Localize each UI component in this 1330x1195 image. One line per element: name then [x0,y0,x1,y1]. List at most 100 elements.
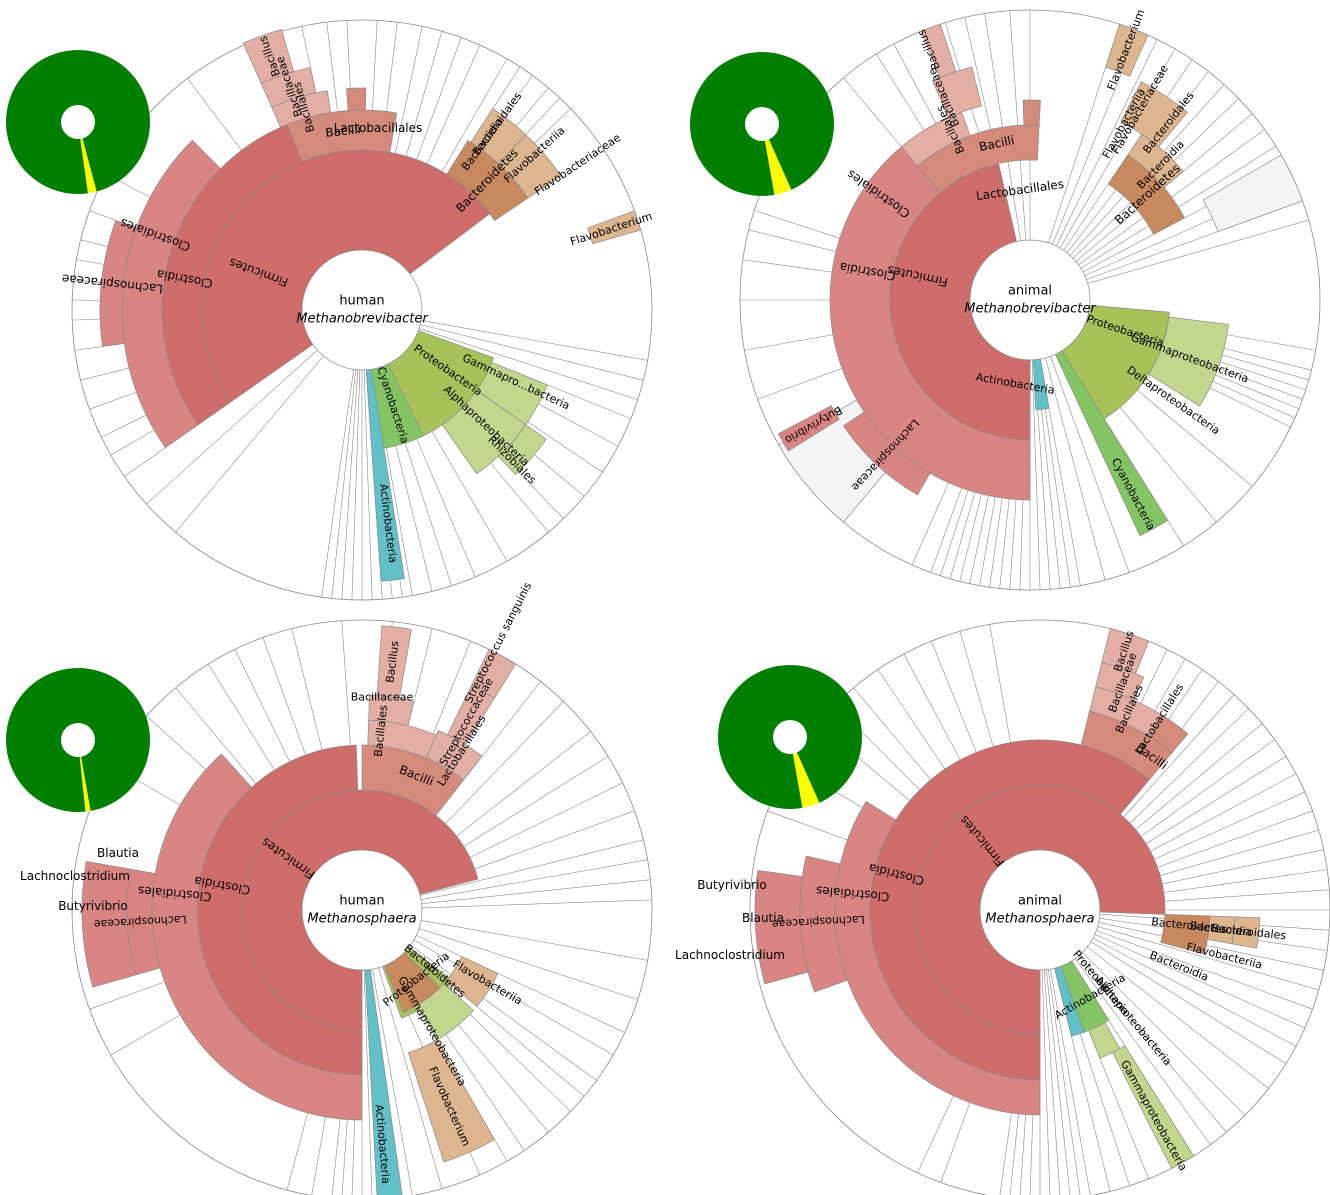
sector-divider [1050,356,1130,573]
sector-divider [1097,926,1319,991]
flavobacterium-ring [407,1039,495,1163]
sector-divider [1048,969,1081,1195]
sector-divider [1050,969,1091,1195]
label-lactobacillales: Lactobacillales [334,121,423,135]
unclassified-wedge-right [1202,154,1303,233]
sector-divider [1094,934,1306,1029]
flavobacteriia-ring [497,133,562,199]
sector-divider [416,935,625,1033]
clostridiales-ring [151,753,363,1121]
flavobacteriia-ring [445,956,499,1007]
sector-divider [1087,946,1269,1089]
clostridiales-ring [834,800,1041,1116]
bacillus-ring [1101,628,1150,675]
lachnospiraceae-genera [81,860,137,988]
sector-divider [1098,922,1324,971]
sector-divider [146,349,318,505]
panel-human-methanosphaera: humanMethanosphaeraFirmicutesClostridiaC… [6,580,653,1195]
sector-divider [351,369,361,600]
sector-divider [421,859,648,900]
thumbnail-highlight-wedge [762,124,792,195]
sector-divider [378,967,443,1189]
lachnospiraceae-ring [99,219,137,347]
sector-divider [372,969,413,1195]
gammaproteo-ring [1148,316,1229,407]
label-lachnospiraceae: Lachnospiraceae [771,913,865,931]
sector-divider [363,369,373,600]
center-host-label: human [339,294,384,309]
center-genus-label: Methanosphaera [985,912,1094,927]
thumbnail-highlight-wedge [790,737,820,808]
center-host-label: animal [1018,894,1062,909]
center-hole [979,849,1101,971]
thumbnail-hole [61,723,95,757]
clostridiales-ring [842,411,931,496]
bacillales-ring [900,111,971,167]
center-host-label: human [339,894,384,909]
center-hole [301,849,423,971]
sector-divider [1075,958,1211,1145]
sector-divider [1043,969,1061,1195]
sector-divider [363,969,373,1195]
label-bacillaceae: Bacillaceae [351,691,414,704]
clostridiales-ring [121,139,222,449]
sector-divider [1031,359,1041,590]
bacillus-ring [242,28,295,84]
center-host-label: animal [1008,284,1052,299]
label-blautia: Blautia [742,911,784,925]
lactobacillales-ring [346,87,367,111]
sector-divider [1090,941,1287,1064]
sector-divider [321,369,354,598]
label-bacilli: Bacilli [325,122,362,140]
sector-divider [1092,937,1297,1047]
sector-divider [331,369,357,599]
thumbnail-hole [61,105,95,139]
sector-divider [1041,969,1051,1195]
gammaproteo-ring [1112,1045,1195,1169]
sector-divider [1078,955,1227,1133]
bacillus-ring [376,625,412,699]
sector-divider [1045,357,1106,581]
sector-divider [421,920,648,961]
panel-animal-methanobrevibacter: animalMethanobrevibacterFirmicutesClostr… [690,8,1321,591]
center-hole [301,249,423,371]
bacteroidales-ring [1231,916,1261,949]
flavobacterium-ring [587,210,642,245]
flavobacterium-ring [1105,23,1149,77]
lactobacillales-ring [1148,714,1189,754]
sector-divider [341,369,359,600]
label-bacillus: Bacillus [383,640,401,684]
sector-divider [421,879,651,905]
center-genus-label: Methanobrevibacter [964,302,1097,317]
label-clostridiales: Clostridiales [815,883,890,903]
label-butyrivibrio: Butyrivibrio [58,899,128,913]
sector-divider [418,928,638,1000]
lachnospiraceae-ring [777,405,840,452]
sector-divider [1045,969,1071,1195]
streptococcus-ring [471,648,517,699]
center-genus-label: Methanosphaera [307,912,416,927]
sector-divider [1082,952,1246,1116]
label-blautia: Blautia [97,846,139,860]
thumbnail-hole [745,107,779,141]
sector-divider [1059,48,1176,249]
sector-divider [421,899,652,909]
lachnospiraceae-genera [754,869,809,985]
label-butyrivibrio: Butyrivibrio [697,878,767,892]
label-bacillales: Bacillales [372,704,390,757]
sector-divider [420,324,644,381]
gammaproteo-ring [416,983,474,1041]
sector-divider [418,328,638,400]
flavobacteriia-ring [1120,81,1188,148]
sector-divider [175,355,324,533]
bacillus-ring [920,23,957,78]
panel-human-methanobrevibacter: humanMethanobrevibacterFirmicutesClostri… [5,19,654,601]
panel-animal-methanosphaera: animalMethanosphaeraFirmicutesClostridia… [675,619,1330,1195]
center-genus-label: Methanobrevibacter [296,312,429,327]
label-lachnoclostridium: Lachnoclostridium [675,948,785,962]
label-bacteroidia: Bacteroidia [1189,919,1252,938]
label-clostridiales: Clostridiales [137,883,212,903]
sector-divider [421,320,648,361]
sector-divider [1087,219,1309,284]
